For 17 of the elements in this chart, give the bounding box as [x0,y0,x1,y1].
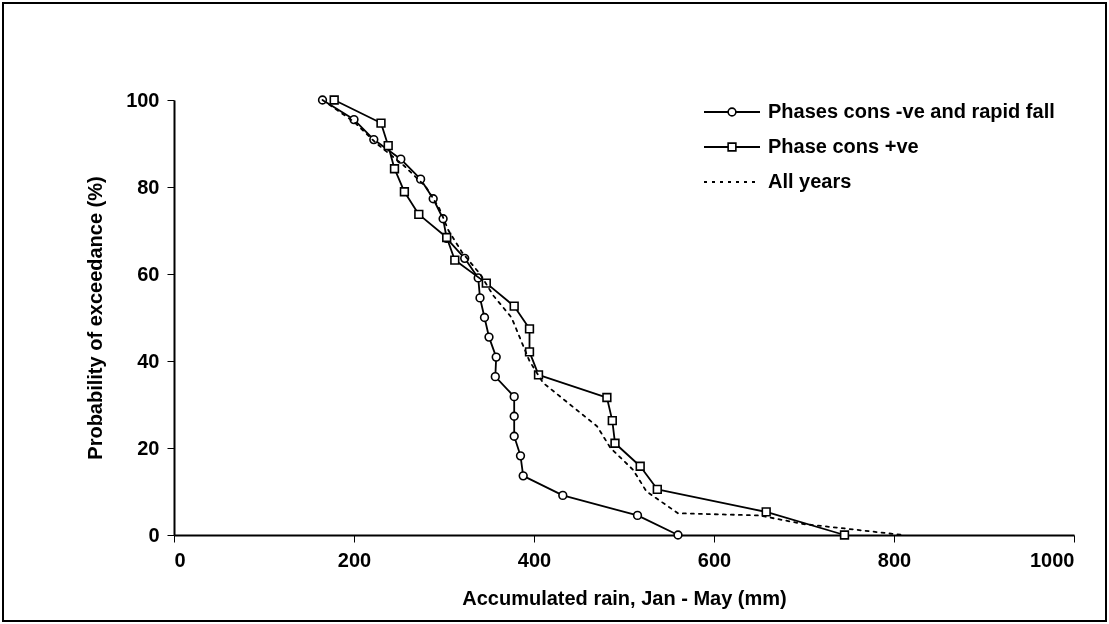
x-tick-label: 1000 [1030,548,1075,571]
y-tick-label: 80 [137,175,160,198]
x-axis-title: Accumulated rain, Jan - May (mm) [462,586,787,609]
x-tick-label: 400 [517,548,552,571]
x-tick-label: 0 [174,548,186,571]
y-tick-label: 0 [148,523,160,546]
x-tick-label: 600 [697,548,732,571]
x-tick-label: 800 [877,548,912,571]
legend-label: Phase cons +ve [768,135,919,157]
legend-label: Phases cons -ve and rapid fall [768,100,1055,122]
x-tick-label: 200 [337,548,372,571]
y-tick-label: 40 [137,349,160,372]
y-tick-label: 60 [137,262,160,285]
y-tick-label: 100 [126,88,160,111]
y-axis-title: Probability of exceedance (%) [84,176,107,460]
y-tick-label: 20 [137,436,160,459]
legend-label: All years [768,170,852,192]
